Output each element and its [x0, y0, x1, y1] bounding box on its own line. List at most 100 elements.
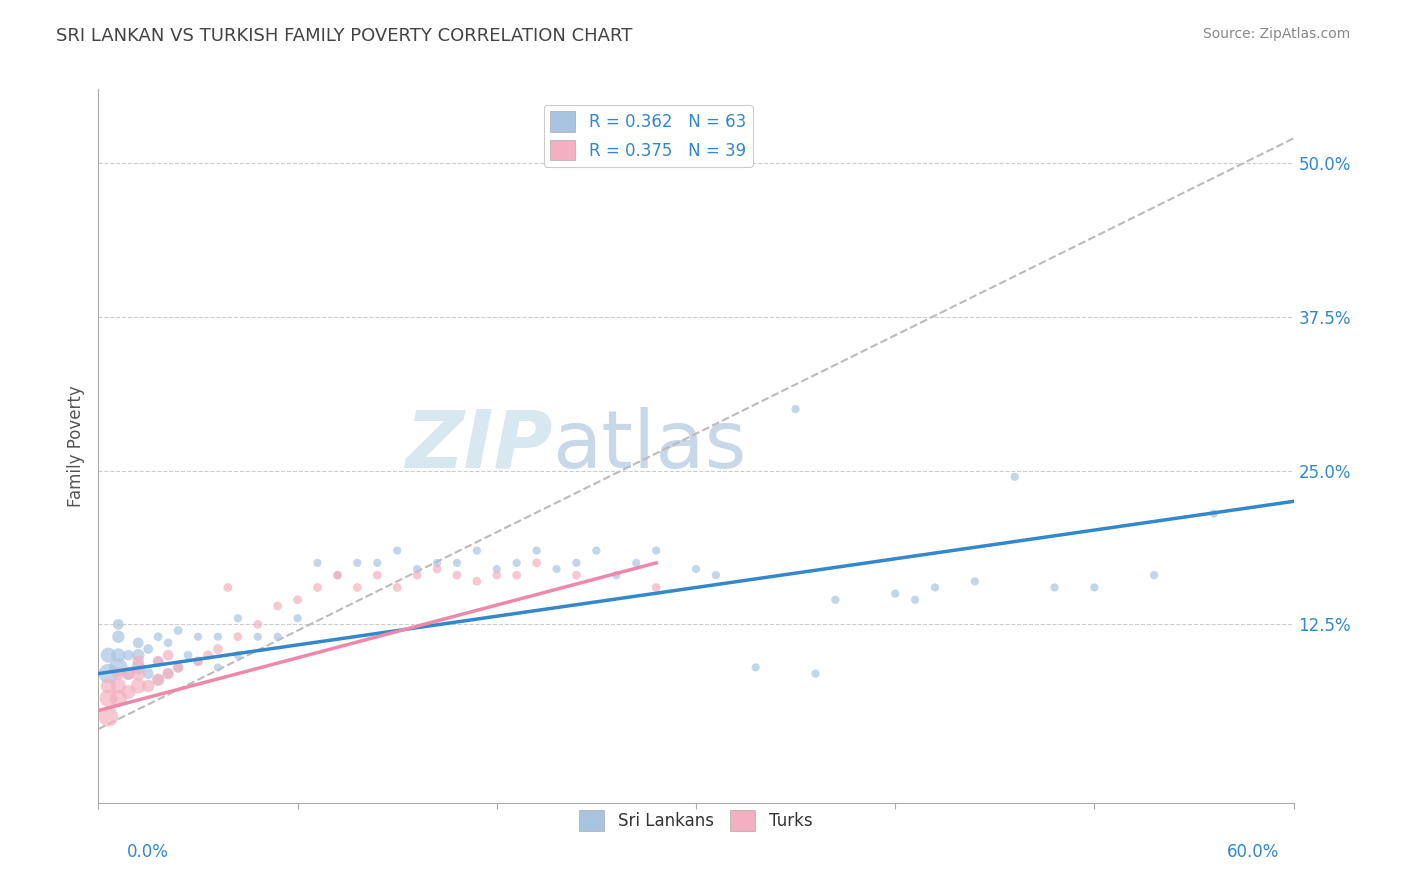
Point — [446, 556, 468, 570]
Point — [157, 666, 180, 681]
Point — [107, 630, 129, 644]
Point — [1043, 581, 1066, 595]
Point — [546, 562, 568, 576]
Text: ZIP: ZIP — [405, 407, 553, 485]
Point — [226, 611, 249, 625]
Point — [1083, 581, 1105, 595]
Point — [785, 402, 807, 417]
Point — [107, 666, 129, 681]
Point — [107, 679, 129, 693]
Point — [167, 660, 190, 674]
Point — [326, 568, 349, 582]
Point — [745, 660, 768, 674]
Text: 60.0%: 60.0% — [1227, 843, 1279, 861]
Point — [526, 556, 548, 570]
Point — [485, 562, 508, 576]
Point — [117, 666, 139, 681]
Point — [177, 648, 200, 662]
Point — [117, 648, 139, 662]
Point — [136, 666, 159, 681]
Point — [963, 574, 986, 589]
Point — [884, 587, 907, 601]
Point — [97, 648, 120, 662]
Point — [267, 630, 290, 644]
Point — [565, 568, 588, 582]
Point — [226, 648, 249, 662]
Point — [148, 654, 170, 668]
Point — [217, 581, 239, 595]
Point — [97, 691, 120, 706]
Point — [207, 642, 229, 657]
Point — [326, 568, 349, 582]
Point — [287, 611, 309, 625]
Point — [804, 666, 827, 681]
Point — [246, 617, 269, 632]
Point — [366, 556, 388, 570]
Text: 0.0%: 0.0% — [127, 843, 169, 861]
Point — [97, 679, 120, 693]
Point — [107, 648, 129, 662]
Point — [346, 556, 368, 570]
Point — [287, 592, 309, 607]
Point — [157, 648, 180, 662]
Point — [824, 592, 846, 607]
Point — [406, 568, 429, 582]
Point — [267, 599, 290, 613]
Point — [506, 568, 529, 582]
Point — [704, 568, 727, 582]
Point — [645, 581, 668, 595]
Point — [148, 673, 170, 687]
Point — [485, 568, 508, 582]
Point — [426, 556, 449, 570]
Point — [197, 648, 219, 662]
Text: atlas: atlas — [553, 407, 747, 485]
Point — [117, 685, 139, 699]
Point — [167, 624, 190, 638]
Point — [465, 543, 488, 558]
Point — [685, 562, 707, 576]
Point — [187, 654, 209, 668]
Point — [406, 562, 429, 576]
Point — [207, 630, 229, 644]
Point — [506, 556, 529, 570]
Point — [148, 630, 170, 644]
Point — [1202, 507, 1225, 521]
Point — [246, 630, 269, 644]
Point — [117, 666, 139, 681]
Point — [127, 636, 149, 650]
Point — [127, 666, 149, 681]
Point — [385, 543, 409, 558]
Point — [924, 581, 946, 595]
Point — [465, 574, 488, 589]
Point — [107, 660, 129, 674]
Point — [187, 654, 209, 668]
Point — [148, 654, 170, 668]
Point — [127, 654, 149, 668]
Legend: Sri Lankans, Turks: Sri Lankans, Turks — [572, 804, 820, 838]
Point — [605, 568, 627, 582]
Point — [107, 691, 129, 706]
Point — [226, 630, 249, 644]
Point — [366, 568, 388, 582]
Point — [565, 556, 588, 570]
Point — [1004, 469, 1026, 483]
Y-axis label: Family Poverty: Family Poverty — [66, 385, 84, 507]
Point — [127, 648, 149, 662]
Point — [207, 660, 229, 674]
Point — [346, 581, 368, 595]
Point — [148, 673, 170, 687]
Point — [97, 666, 120, 681]
Point — [107, 617, 129, 632]
Point — [187, 630, 209, 644]
Point — [157, 636, 180, 650]
Point — [157, 666, 180, 681]
Text: SRI LANKAN VS TURKISH FAMILY POVERTY CORRELATION CHART: SRI LANKAN VS TURKISH FAMILY POVERTY COR… — [56, 27, 633, 45]
Point — [136, 679, 159, 693]
Point — [167, 660, 190, 674]
Point — [385, 581, 409, 595]
Point — [307, 556, 329, 570]
Point — [645, 543, 668, 558]
Point — [127, 660, 149, 674]
Point — [426, 562, 449, 576]
Point — [307, 581, 329, 595]
